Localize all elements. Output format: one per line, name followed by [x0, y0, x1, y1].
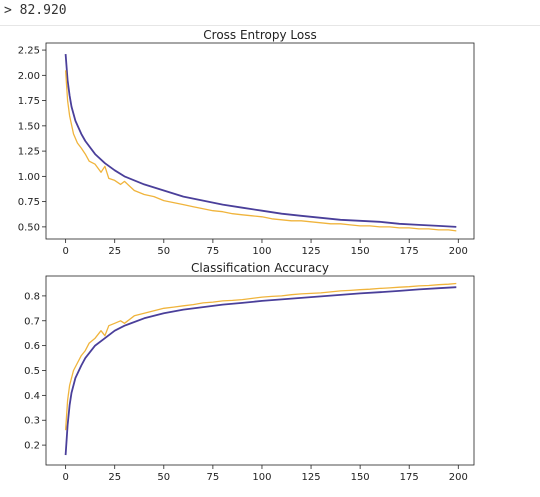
acc-chart-title: Classification Accuracy — [191, 261, 329, 275]
loss-x-tick-label: 100 — [252, 246, 271, 257]
acc-x-tick-label: 100 — [252, 472, 271, 483]
loss-y-tick-label: 1.75 — [18, 96, 40, 107]
loss-plot-frame — [45, 42, 475, 240]
accuracy-chart: 0 25 50 75 100 125 150 175 200 0.2 0.3 0.4 0.5 0.6 0.7… — [24, 261, 475, 483]
loss-x-tick-label: 125 — [301, 246, 320, 257]
acc-y-tick-label: 0.5 — [24, 366, 40, 377]
loss-series-line-1 — [64, 70, 457, 232]
acc-y-tick-label: 0.2 — [24, 441, 40, 452]
loss-x-tick-label: 150 — [351, 246, 370, 257]
acc-x-tick-label: 150 — [351, 472, 370, 483]
loss-x-tick-label: 75 — [207, 246, 220, 257]
loss-y-tick-label: 2.25 — [18, 46, 40, 57]
loss-x-tick-label: 0 — [62, 246, 68, 257]
loss-x-tick-label: 25 — [108, 246, 121, 257]
loss-y-tick-label: 0.75 — [18, 197, 40, 208]
loss-series-line-0 — [64, 54, 457, 228]
acc-x-tick-label: 200 — [449, 472, 468, 483]
loss-y-tick-label: 1.00 — [18, 172, 40, 183]
acc-x-tick-label: 25 — [108, 472, 121, 483]
acc-x-tick-label: 125 — [301, 472, 320, 483]
console-prompt: > — [4, 3, 12, 18]
loss-chart-title: Cross Entropy Loss — [203, 28, 316, 42]
acc-y-tick-label: 0.7 — [24, 316, 40, 327]
acc-series-line-1 — [64, 282, 457, 431]
acc-y-tick-label: 0.3 — [24, 416, 40, 427]
acc-plot-frame — [45, 275, 475, 466]
acc-y-tick-label: 0.8 — [24, 291, 40, 302]
acc-y-tick-label: 0.4 — [24, 391, 40, 402]
loss-y-tick-label: 0.50 — [18, 222, 40, 233]
acc-x-tick-label: 50 — [157, 472, 170, 483]
acc-series-line-0 — [64, 286, 457, 456]
console-output: > 82.920 — [4, 3, 67, 18]
loss-y-tick-label: 1.25 — [18, 147, 40, 158]
acc-x-tick-label: 0 — [62, 472, 68, 483]
console-divider — [0, 25, 540, 26]
loss-y-tick-label: 2.00 — [18, 71, 40, 82]
acc-y-tick-label: 0.6 — [24, 341, 40, 352]
loss-chart: 0 25 50 75 100 125 150 175 200 0.50 0.75 1.00 1.25 1.… — [18, 28, 475, 257]
console-value: 82.920 — [19, 3, 67, 18]
acc-x-tick-label: 175 — [400, 472, 419, 483]
loss-x-tick-label: 50 — [157, 246, 170, 257]
loss-x-tick-label: 200 — [449, 246, 468, 257]
loss-y-tick-label: 1.50 — [18, 121, 40, 132]
loss-x-tick-label: 175 — [400, 246, 419, 257]
acc-x-tick-label: 75 — [207, 472, 220, 483]
